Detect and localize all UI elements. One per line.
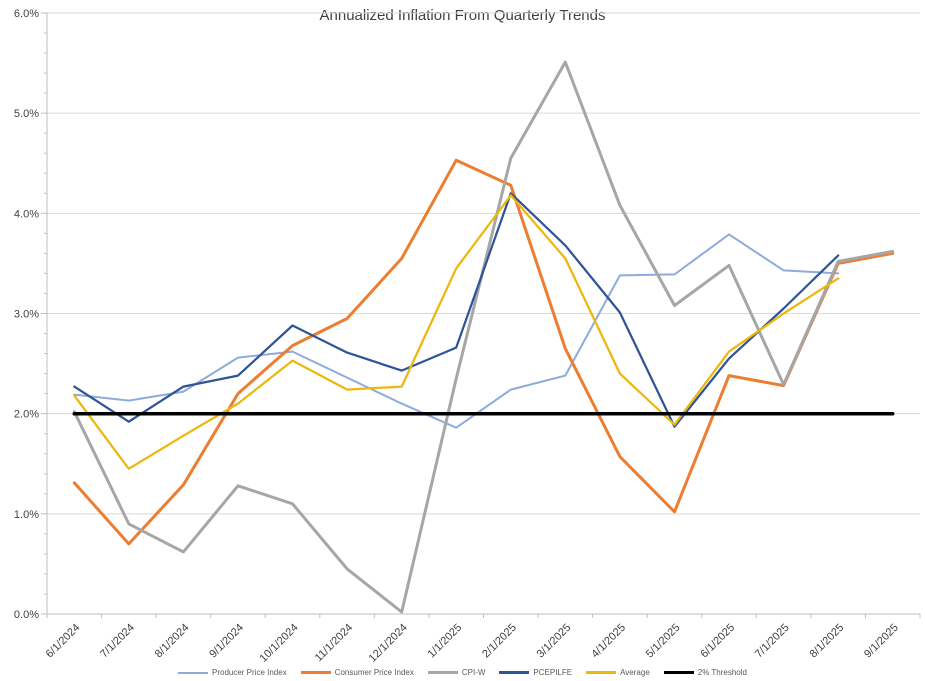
x-axis-tick-label: 3/1/2025 [535,622,574,661]
y-axis-tick-label: 0.0% [14,609,39,621]
x-axis-tick-label: 8/1/2024 [153,622,192,661]
legend-item-2-threshold: 2% Threshold [663,668,747,677]
legend-label: Average [620,668,650,677]
legend-label: CPI-W [461,668,486,677]
x-axis-tick-label: 7/1/2024 [98,622,137,661]
legend-swatch [300,671,331,674]
chart-legend: Producer Price Index Consumer Price Index… [0,668,925,677]
legend-label: Producer Price Index [212,668,287,677]
series-lines [72,60,895,614]
x-axis-tick-label: 12/1/2024 [367,622,410,665]
x-axis-tick-label: 10/1/2024 [258,622,301,665]
y-axis-tick-label: 5.0% [14,108,39,120]
series-line-cpi-w [72,60,895,614]
series-line-average [73,194,840,470]
legend-item-producer-price-index: Producer Price Index [178,668,287,677]
x-axis-tick-label: 5/1/2025 [644,622,683,661]
legend-item-pcepilfe: PCEPILFE [499,668,572,677]
y-axis-tick-label: 2.0% [14,409,39,421]
series-line-consumer-price-index [72,158,895,546]
x-axis-tick-label: 6/1/2024 [44,622,83,661]
x-axis-tick-label: 2/1/2025 [480,622,519,661]
x-axis-tick-label: 1/1/2025 [426,622,465,661]
x-axis-tick-label: 7/1/2025 [753,622,792,661]
series-line-producer-price-index [73,233,840,429]
x-axis-tick-label: 8/1/2025 [808,622,847,661]
chart-title: Annualized Inflation From Quarterly Tren… [319,7,606,24]
legend-swatch [499,671,530,674]
y-axis-tick-label: 6.0% [14,8,39,20]
y-axis-tick-label: 1.0% [14,509,39,521]
legend-swatch [586,671,617,674]
x-axis-tick-label: 9/1/2025 [862,622,901,661]
legend-label: 2% Threshold [697,668,747,677]
y-axis-tick-label: 3.0% [14,309,39,321]
legend-item-consumer-price-index: Consumer Price Index [300,668,414,677]
gridlines [47,12,920,615]
legend-swatch [427,671,458,674]
legend-item-cpi-w: CPI-W [427,668,486,677]
x-axis-tick-label: 9/1/2024 [207,622,246,661]
legend-label: Consumer Price Index [334,668,414,677]
legend-label: PCEPILFE [533,668,573,677]
x-axis-tick-label: 6/1/2025 [698,622,737,661]
series-line-pcepilfe [73,192,840,428]
axis-ticks [41,12,921,618]
axis-labels: 0.0% 1.0% 2.0% 3.0% 4.0% 5.0% 6.0% 6/1/2024 7/1/… [14,8,901,665]
x-axis-tick-label: 11/1/2024 [313,622,356,665]
legend-swatch [663,671,694,674]
x-axis-tick-label: 4/1/2025 [589,622,628,661]
y-axis-tick-label: 4.0% [14,208,39,220]
legend-item-average: Average [586,668,650,677]
legend-swatch [178,671,208,674]
